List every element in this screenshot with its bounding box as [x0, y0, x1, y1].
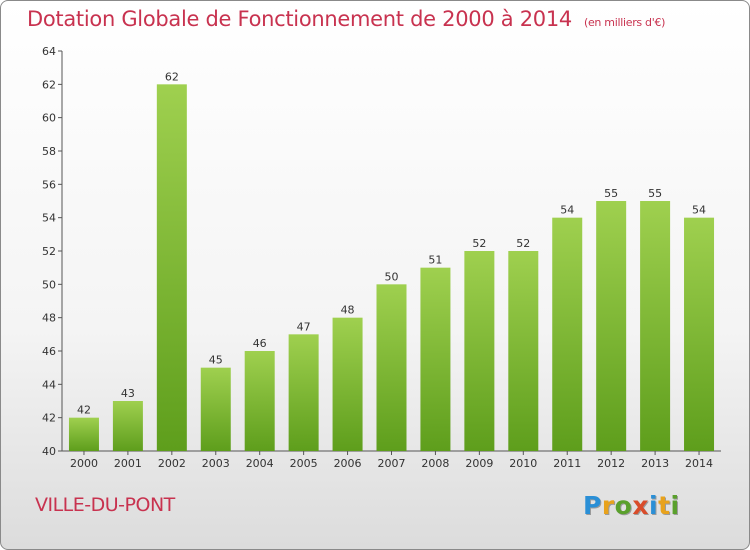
x-tick-label-2014: 2014	[685, 457, 713, 470]
x-tick-label-2004: 2004	[246, 457, 274, 470]
y-tick-label: 52	[42, 245, 56, 258]
data-label-2001: 43	[121, 387, 135, 400]
data-label-2006: 48	[341, 304, 355, 317]
data-label-2002: 62	[165, 70, 179, 83]
bar-2014	[684, 217, 715, 451]
x-tick-label-2001: 2001	[114, 457, 142, 470]
bar-2006	[332, 317, 363, 451]
bar-2005	[288, 334, 319, 451]
bar-2009	[464, 251, 495, 451]
x-tick-label-2005: 2005	[290, 457, 318, 470]
data-label-2010: 52	[516, 237, 530, 250]
bar-2000	[68, 417, 99, 451]
data-label-2009: 52	[472, 237, 486, 250]
data-label-2003: 45	[209, 354, 223, 367]
bar-2012	[596, 201, 627, 451]
data-label-2007: 50	[385, 270, 399, 283]
data-label-2011: 54	[560, 204, 574, 217]
y-tick-label: 58	[42, 145, 56, 158]
x-tick-label-2009: 2009	[465, 457, 493, 470]
chart-title-text: Dotation Globale de Fonctionnement de 20…	[27, 7, 572, 31]
x-tick-label-2002: 2002	[158, 457, 186, 470]
y-tick-label: 42	[42, 412, 56, 425]
y-tick-label: 40	[42, 445, 56, 458]
x-tick-label-2008: 2008	[421, 457, 449, 470]
data-label-2008: 51	[428, 254, 442, 267]
bar-2008	[420, 267, 451, 451]
x-tick-label-2000: 2000	[70, 457, 98, 470]
proxiti-logo: Proxiti	[583, 491, 680, 520]
bar-2010	[508, 251, 539, 451]
y-tick-label: 54	[42, 212, 56, 225]
data-label-2014: 54	[692, 204, 706, 217]
bar-2011	[552, 217, 583, 451]
x-tick-label-2003: 2003	[202, 457, 230, 470]
bar-2003	[200, 367, 231, 451]
y-tick-label: 50	[42, 278, 56, 291]
chart-title: Dotation Globale de Fonctionnement de 20…	[27, 7, 665, 31]
x-tick-label-2007: 2007	[378, 457, 406, 470]
y-tick-label: 60	[42, 112, 56, 125]
bar-2007	[376, 284, 407, 451]
data-label-2000: 42	[77, 404, 91, 417]
chart-unit-note: (en milliers d'€)	[583, 16, 666, 29]
x-tick-label-2012: 2012	[597, 457, 625, 470]
data-label-2004: 46	[253, 337, 267, 350]
x-tick-label-2011: 2011	[553, 457, 581, 470]
data-label-2012: 55	[604, 187, 618, 200]
y-tick-label: 44	[42, 378, 56, 391]
x-tick-label-2010: 2010	[509, 457, 537, 470]
y-tick-label: 56	[42, 178, 56, 191]
bar-2013	[640, 201, 671, 451]
x-tick-label-2006: 2006	[334, 457, 362, 470]
y-tick-label: 46	[42, 345, 56, 358]
x-tick-label-2013: 2013	[641, 457, 669, 470]
bar-2001	[112, 401, 143, 451]
commune-name: VILLE-DU-PONT	[35, 494, 175, 516]
bar-2002	[156, 84, 187, 451]
data-label-2013: 55	[648, 187, 662, 200]
data-label-2005: 47	[297, 320, 311, 333]
bar-2004	[244, 351, 275, 451]
y-tick-label: 64	[42, 45, 56, 58]
y-tick-label: 48	[42, 312, 56, 325]
y-tick-label: 62	[42, 78, 56, 91]
